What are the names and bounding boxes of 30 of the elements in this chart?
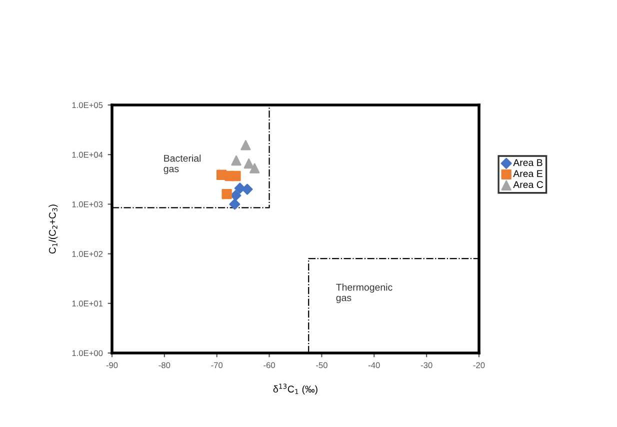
- annotation: Bacterial gas: [164, 154, 201, 174]
- x-tick-label: -80: [158, 362, 170, 368]
- point: [222, 188, 232, 200]
- x-tick-label: -20: [473, 362, 485, 368]
- point: [240, 140, 251, 150]
- y-tick-label: 1.0E+05: [72, 102, 103, 108]
- legend-label: Area B: [513, 159, 542, 166]
- legend-label: Area C: [513, 181, 544, 188]
- x-axis-title: δ$^{13}$C$_{1}$ (‰): [273, 384, 318, 394]
- y-tick-label: 1.0E+04: [72, 152, 103, 158]
- y-axis-title: C$_{1}$/(C$_{2}$+C$_{3}$): [48, 204, 58, 254]
- point: [250, 163, 260, 174]
- point: [231, 155, 242, 166]
- point: [230, 190, 242, 201]
- y-tick-label: 1.0E+01: [72, 300, 103, 306]
- x-tick-label: -60: [264, 362, 275, 368]
- annotation: Thermogenic gas: [336, 284, 392, 304]
- point: [244, 158, 254, 169]
- x-tick-label: -40: [368, 362, 380, 368]
- x-tick-label: -70: [211, 362, 223, 368]
- y-tick-label: 1.0E+02: [72, 251, 103, 257]
- x-tick-label: -50: [316, 362, 328, 368]
- y-tick-label: 1.0E+00: [72, 350, 103, 356]
- point: [234, 182, 246, 194]
- x-tick-label: -90: [106, 362, 118, 368]
- point: [230, 170, 241, 182]
- point: [229, 198, 240, 210]
- legend-label: Area E: [513, 170, 542, 178]
- x-tick-label: -30: [420, 362, 432, 368]
- y-tick-label: 1.0E+03: [72, 201, 103, 208]
